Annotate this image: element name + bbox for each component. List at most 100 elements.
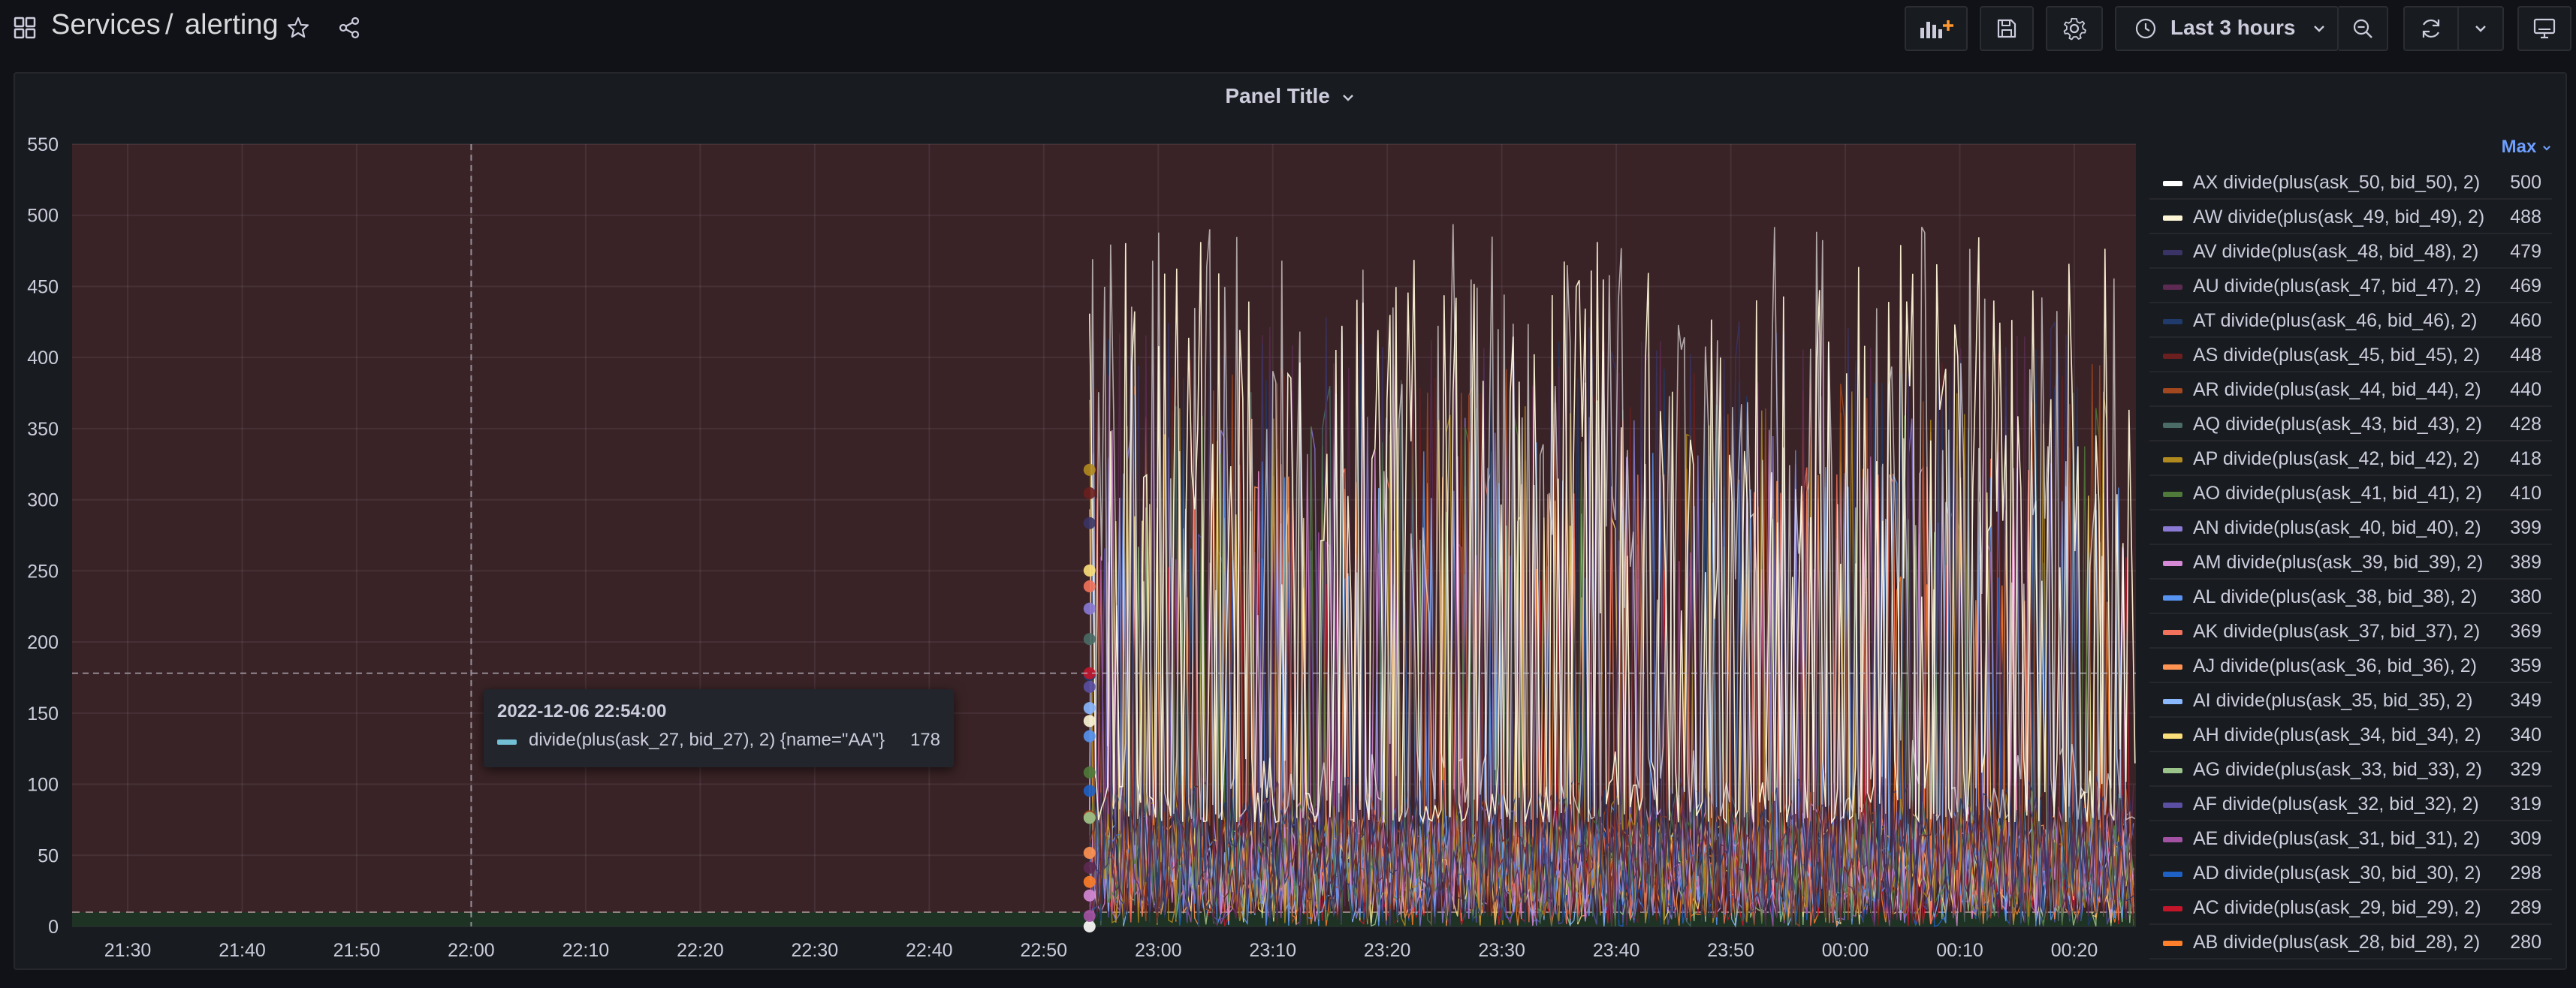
series-point	[1083, 785, 1096, 797]
x-tick-label: 21:40	[219, 940, 266, 961]
legend-max-header[interactable]: Max	[2149, 137, 2552, 158]
dashboards-grid-icon[interactable]	[14, 17, 36, 39]
zoom-out-button[interactable]	[2339, 6, 2388, 51]
y-tick-label: 250	[27, 561, 59, 582]
share-icon[interactable]	[338, 17, 360, 39]
legend-series-name: AO divide(plus(ask_41, bid_41), 2)	[2193, 483, 2482, 504]
tooltip-time: 2022-12-06 22:54:00	[497, 701, 667, 721]
legend-series-max: 329	[2510, 759, 2541, 780]
breadcrumb-dashboard[interactable]: alerting	[185, 9, 279, 41]
x-tick-label: 23:10	[1249, 940, 1296, 961]
legend-item[interactable]: AF divide(plus(ask_32, bid_32), 2) 319	[2149, 787, 2552, 821]
legend-item[interactable]: AB divide(plus(ask_28, bid_28), 2) 280	[2149, 925, 2552, 959]
monitor-icon	[2533, 18, 2556, 39]
legend-series-max: 488	[2510, 206, 2541, 227]
y-tick-label: 200	[27, 632, 59, 653]
legend-series-name: AI divide(plus(ask_35, bid_35), 2)	[2193, 690, 2473, 711]
legend-series-max: 500	[2510, 172, 2541, 193]
series-point	[1083, 486, 1096, 499]
legend-swatch	[2163, 250, 2182, 255]
legend-item[interactable]: AC divide(plus(ask_29, bid_29), 2) 289	[2149, 890, 2552, 925]
legend-item[interactable]: AV divide(plus(ask_48, bid_48), 2) 479	[2149, 234, 2552, 269]
legend-series-max: 298	[2510, 863, 2541, 884]
refresh-button[interactable]	[2403, 6, 2459, 51]
legend-item[interactable]: AE divide(plus(ask_31, bid_31), 2) 309	[2149, 821, 2552, 856]
legend-item[interactable]: AG divide(plus(ask_33, bid_33), 2) 329	[2149, 752, 2552, 787]
legend-item[interactable]: AH divide(plus(ask_34, bid_34), 2) 340	[2149, 718, 2552, 752]
legend-swatch	[2163, 595, 2182, 601]
legend-series-name: AM divide(plus(ask_39, bid_39), 2)	[2193, 552, 2484, 573]
legend-item[interactable]: AK divide(plus(ask_37, bid_37), 2) 369	[2149, 614, 2552, 649]
legend-series-max: 448	[2510, 345, 2541, 366]
x-tick-label: 22:10	[563, 940, 610, 961]
legend-item[interactable]: AD divide(plus(ask_30, bid_30), 2) 298	[2149, 856, 2552, 890]
legend-item[interactable]: AR divide(plus(ask_44, bid_44), 2) 440	[2149, 372, 2552, 407]
y-tick-label: 50	[38, 845, 59, 866]
legend-series-name: AT divide(plus(ask_46, bid_46), 2)	[2193, 310, 2478, 331]
legend-item[interactable]: AT divide(plus(ask_46, bid_46), 2) 460	[2149, 303, 2552, 338]
legend-item[interactable]: AM divide(plus(ask_39, bid_39), 2) 389	[2149, 545, 2552, 580]
dashboard-settings-button[interactable]	[2046, 6, 2103, 51]
save-dashboard-button[interactable]	[1980, 6, 2034, 51]
legend-swatch	[2163, 354, 2182, 359]
legend-series-name: AH divide(plus(ask_34, bid_34), 2)	[2193, 724, 2481, 746]
star-icon[interactable]	[287, 17, 309, 39]
legend-swatch	[2163, 181, 2182, 186]
series-point	[1083, 463, 1096, 476]
tooltip-series-value: 178	[909, 730, 940, 750]
legend-series-max: 309	[2510, 828, 2541, 849]
time-range-picker[interactable]: Last 3 hours	[2115, 6, 2339, 51]
legend-item[interactable]: AN divide(plus(ask_40, bid_40), 2) 399	[2149, 511, 2552, 545]
x-tick-label: 00:00	[1822, 940, 1869, 961]
legend-item[interactable]: AW divide(plus(ask_49, bid_49), 2) 488	[2149, 200, 2552, 234]
x-tick-label: 22:30	[792, 940, 839, 961]
legend-swatch	[2163, 561, 2182, 566]
series-point	[1083, 766, 1096, 779]
legend-item[interactable]: AX divide(plus(ask_50, bid_50), 2) 500	[2149, 165, 2552, 200]
legend-item[interactable]: AJ divide(plus(ask_36, bid_36), 2) 359	[2149, 649, 2552, 683]
legend-item[interactable]: AU divide(plus(ask_47, bid_47), 2) 469	[2149, 269, 2552, 303]
legend-series-max: 460	[2510, 310, 2541, 331]
panel-title-bar[interactable]: Panel Title	[15, 84, 2565, 108]
series-point	[1083, 909, 1096, 922]
legend-swatch	[2163, 388, 2182, 393]
legend-item[interactable]: AI divide(plus(ask_35, bid_35), 2) 349	[2149, 683, 2552, 718]
legend-series-max: 280	[2510, 932, 2541, 953]
series-point	[1083, 861, 1096, 874]
add-panel-icon	[1920, 20, 1953, 38]
x-tick-label: 23:00	[1135, 940, 1182, 961]
legend-swatch	[2163, 215, 2182, 221]
series-point	[1083, 875, 1096, 888]
refresh-interval-dropdown[interactable]	[2457, 6, 2504, 51]
x-tick-label: 22:40	[906, 940, 953, 961]
y-tick-label: 0	[48, 917, 59, 938]
tooltip-series-name: divide(plus(ask_27, bid_27), 2) {name="A…	[529, 730, 885, 750]
legend-series-name: AE divide(plus(ask_31, bid_31), 2)	[2193, 828, 2481, 849]
series-point	[1083, 847, 1096, 860]
legend-item[interactable]: AP divide(plus(ask_42, bid_42), 2) 418	[2149, 441, 2552, 476]
bottom-threshold-band	[72, 912, 2136, 926]
legend-series-name: AK divide(plus(ask_37, bid_37), 2)	[2193, 621, 2481, 642]
legend-swatch	[2163, 457, 2182, 462]
series-point	[1083, 889, 1096, 902]
series-point	[1083, 680, 1096, 693]
breadcrumb-folder[interactable]: Services	[51, 9, 161, 41]
legend-series-max: 399	[2510, 517, 2541, 538]
legend-series-name: AS divide(plus(ask_45, bid_45), 2)	[2193, 345, 2481, 366]
legend-series-max: 340	[2510, 724, 2541, 746]
legend-series-max: 440	[2510, 379, 2541, 400]
panel-title[interactable]: Panel Title	[1225, 84, 1330, 107]
zoom-out-icon	[2353, 19, 2372, 38]
legend-swatch	[2163, 837, 2182, 842]
add-panel-button[interactable]	[1905, 6, 1968, 51]
tv-mode-button[interactable]	[2517, 6, 2571, 51]
x-tick-label: 22:50	[1020, 940, 1067, 961]
legend-item[interactable]: AL divide(plus(ask_38, bid_38), 2) 380	[2149, 580, 2552, 614]
x-tick-label: 21:30	[104, 940, 152, 961]
legend-item[interactable]: AQ divide(plus(ask_43, bid_43), 2) 428	[2149, 407, 2552, 441]
legend-swatch	[2163, 803, 2182, 808]
legend-series-max: 418	[2510, 448, 2541, 469]
legend-item[interactable]: AO divide(plus(ask_41, bid_41), 2) 410	[2149, 476, 2552, 511]
legend-item[interactable]: AS divide(plus(ask_45, bid_45), 2) 448	[2149, 338, 2552, 372]
